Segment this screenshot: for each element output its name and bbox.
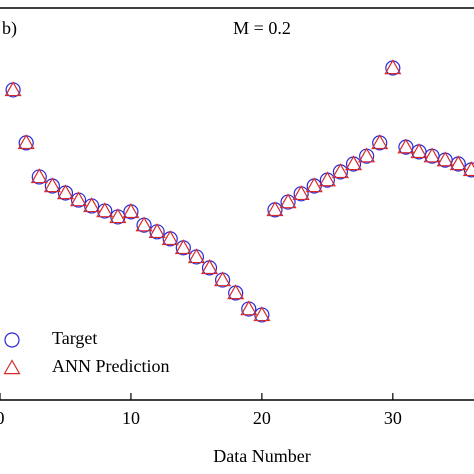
prediction-point xyxy=(83,197,101,213)
prediction-point xyxy=(345,155,363,171)
prediction-point xyxy=(292,185,310,201)
prediction-point xyxy=(462,161,474,177)
prediction-point xyxy=(253,306,271,322)
prediction-point xyxy=(96,202,114,218)
chart-title: M = 0.2 xyxy=(233,18,291,38)
prediction-point xyxy=(384,59,402,75)
legend-label: Target xyxy=(52,328,97,348)
prediction-point xyxy=(4,81,22,97)
prediction-point xyxy=(109,208,127,224)
prediction-point xyxy=(30,168,48,184)
x-axis-title: Data Number xyxy=(213,446,310,466)
prediction-point xyxy=(200,259,219,275)
prediction-point xyxy=(266,201,284,217)
x-tick-label: 20 xyxy=(253,408,271,428)
prediction-point xyxy=(240,300,258,316)
x-tick-label: 30 xyxy=(384,408,402,428)
prediction-point xyxy=(410,143,428,159)
prediction-point xyxy=(174,239,192,255)
prediction-point xyxy=(135,216,153,232)
prediction-point xyxy=(161,230,179,246)
prediction-point xyxy=(397,138,415,154)
prediction-point xyxy=(56,184,75,200)
prediction-point xyxy=(331,163,349,179)
legend-label: ANN Prediction xyxy=(52,356,169,376)
prediction-point xyxy=(371,134,389,150)
prediction-point xyxy=(436,151,454,167)
prediction-point xyxy=(358,147,376,163)
legend-marker xyxy=(4,332,20,348)
prediction-point xyxy=(148,223,166,239)
prediction-point xyxy=(227,284,245,300)
prediction-point xyxy=(449,155,467,171)
panel-label: b) xyxy=(2,18,17,39)
prediction-point xyxy=(43,177,61,193)
x-tick-label: 0 xyxy=(0,408,5,428)
prediction-point xyxy=(122,203,140,219)
prediction-point xyxy=(187,248,205,264)
prediction-point xyxy=(423,147,441,163)
prediction-point xyxy=(318,171,336,187)
prediction-point xyxy=(17,134,35,150)
prediction-point xyxy=(214,271,232,287)
x-tick-label: 10 xyxy=(122,408,140,428)
legend-marker xyxy=(3,359,21,375)
prediction-point xyxy=(305,177,323,193)
prediction-point xyxy=(279,193,297,209)
prediction-point xyxy=(70,191,88,207)
